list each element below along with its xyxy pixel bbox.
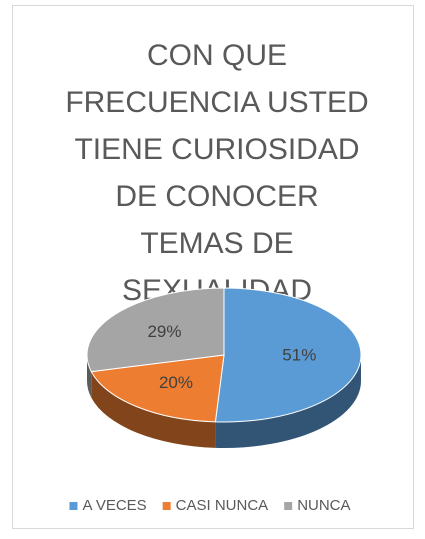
data-label: 51%	[282, 346, 316, 365]
legend-label: A VECES	[82, 497, 146, 514]
legend-label: CASI NUNCA	[176, 497, 269, 514]
legend-label: NUNCA	[297, 497, 350, 514]
data-label: 29%	[147, 322, 181, 341]
pie-slice	[214, 287, 362, 423]
legend-marker	[284, 502, 293, 510]
legend-marker	[162, 502, 171, 510]
legend-marker	[69, 502, 78, 510]
data-label: 20%	[159, 373, 193, 392]
pie-slice	[86, 287, 225, 373]
chart-frame	[12, 5, 414, 529]
pie-slice-side	[91, 371, 216, 448]
chart-title: CON QUE FRECUENCIA USTED TIENE CURIOSIDA…	[65, 39, 369, 307]
pie-slice	[90, 354, 225, 423]
pie-slice-side	[215, 355, 361, 448]
pie-slice-side	[87, 355, 92, 398]
